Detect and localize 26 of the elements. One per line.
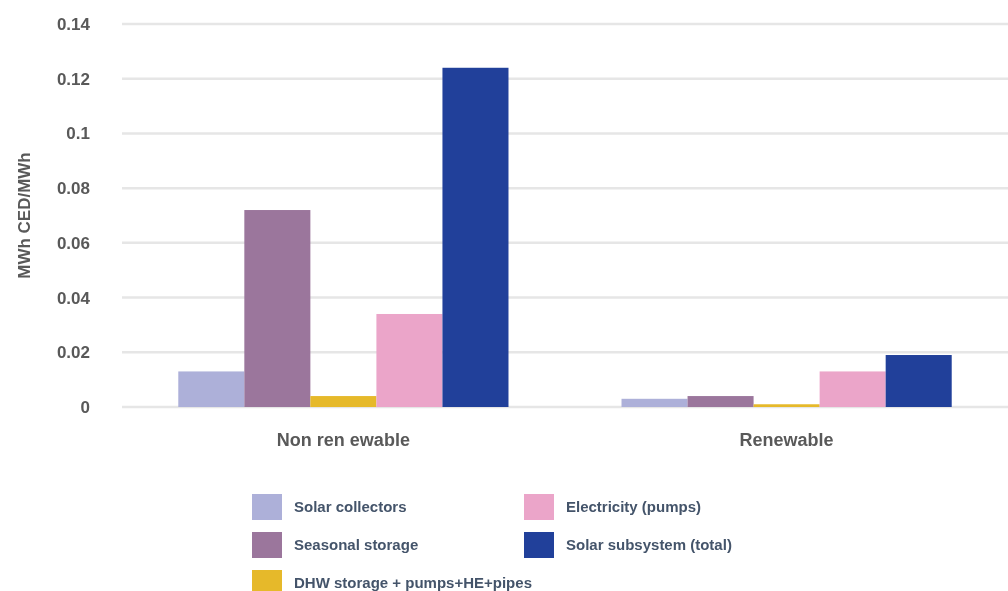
bar bbox=[442, 67, 509, 407]
y-tick-label: 0.1 bbox=[66, 124, 90, 144]
y-tick-label: 0 bbox=[80, 397, 90, 417]
y-tick-label: 0.02 bbox=[56, 343, 90, 363]
legend-label: Electricity (pumps) bbox=[566, 498, 702, 516]
y-tick-label: 0.12 bbox=[56, 69, 90, 89]
legend-label: Solar subsystem (total) bbox=[566, 536, 732, 554]
bar bbox=[885, 355, 952, 407]
x-tick-label: Non ren ewable bbox=[276, 430, 410, 450]
y-tick-label: 0.14 bbox=[56, 14, 91, 34]
legend-label: DHW storage + pumps+HE+pipes bbox=[294, 574, 532, 591]
bar bbox=[376, 313, 443, 407]
bar bbox=[178, 371, 245, 407]
bar bbox=[244, 210, 311, 407]
legend-label: Seasonal storage bbox=[294, 536, 419, 554]
y-axis-title: MWh CED/MWh bbox=[15, 152, 34, 279]
legend-label: Solar collectors bbox=[294, 498, 407, 516]
bar bbox=[621, 398, 688, 407]
bar bbox=[687, 396, 754, 407]
x-tick-label: Renewable bbox=[739, 430, 834, 450]
bar bbox=[819, 371, 886, 407]
bar bbox=[310, 396, 377, 407]
y-tick-label: 0.08 bbox=[56, 179, 90, 199]
y-tick-label: 0.04 bbox=[56, 288, 91, 308]
y-tick-label: 0.06 bbox=[56, 233, 90, 253]
bar bbox=[753, 404, 820, 407]
